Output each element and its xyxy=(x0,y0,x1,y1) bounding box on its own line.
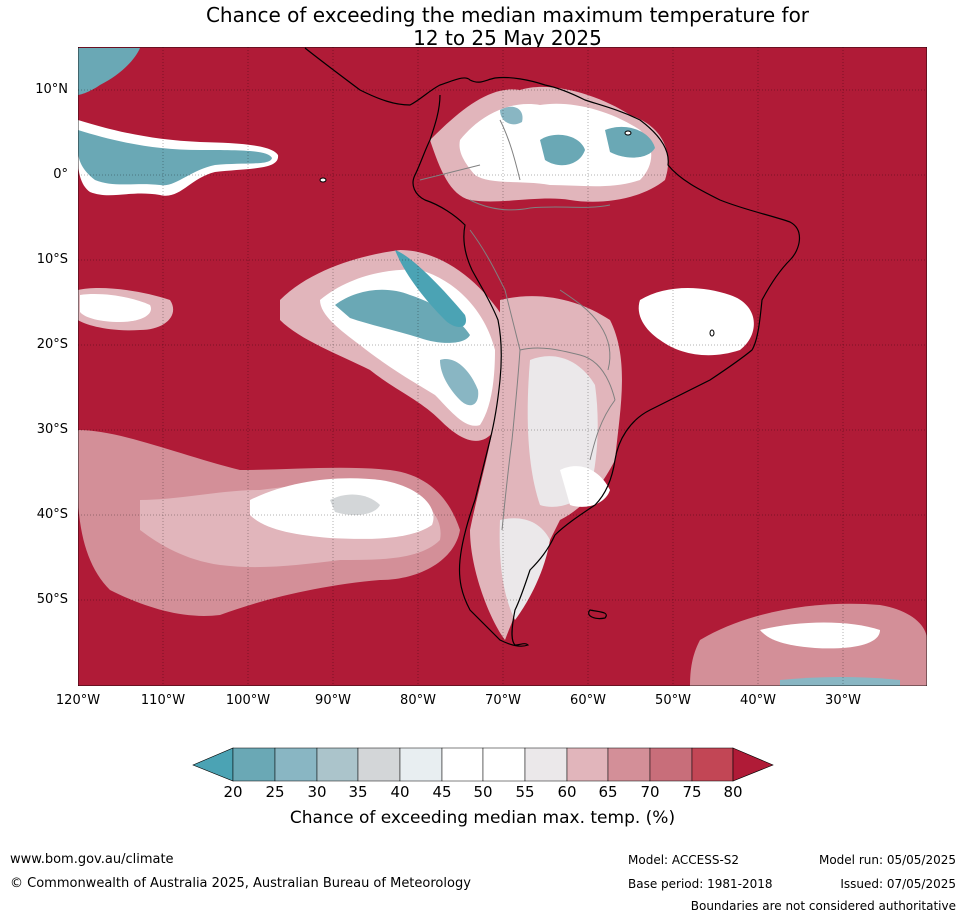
footer-copyright: © Commonwealth of Australia 2025, Austra… xyxy=(10,876,471,891)
lon-label-100w: 100°W xyxy=(225,693,271,708)
colorbar-tick-70: 70 xyxy=(640,783,660,801)
neutral-region-pacific-west xyxy=(78,288,174,331)
footer-base-period: Base period: 1981-2018 xyxy=(628,877,773,891)
map-title-line1: Chance of exceeding the median maximum t… xyxy=(205,3,810,27)
colorbar-tick-75: 75 xyxy=(682,783,702,801)
coastline xyxy=(304,47,800,647)
country-borders xyxy=(419,119,616,531)
footer-disclaimer: Boundaries are not considered authoritat… xyxy=(690,899,956,913)
lon-label-40w: 40°W xyxy=(740,693,776,708)
colorbar-bin-40-45 xyxy=(399,747,443,782)
colorbar-bin-25-30 xyxy=(274,747,318,782)
colorbar-tick-45: 45 xyxy=(432,783,452,801)
colorbar-tick-80: 80 xyxy=(723,783,743,801)
colorbar-tick-20: 20 xyxy=(223,783,243,801)
lon-label-50w: 50°W xyxy=(655,693,691,708)
lat-label-10n: 10°N xyxy=(35,82,68,97)
footer-model-run: Model run: 05/05/2025 xyxy=(818,853,956,867)
colorbar-tick-30: 30 xyxy=(307,783,327,801)
colorbar-tick-40: 40 xyxy=(390,783,410,801)
footer-model: Model: ACCESS-S2 xyxy=(628,853,740,867)
colorbar-bin-75-80 xyxy=(691,747,734,782)
colorbar-tick-55: 55 xyxy=(515,783,535,801)
map-title-line2: 12 to 25 May 2025 xyxy=(413,26,602,50)
lon-label-110w: 110°W xyxy=(140,693,186,708)
neutral-region-south-pacific xyxy=(78,430,460,616)
graticule xyxy=(78,47,927,686)
colorbar-bin-60-65 xyxy=(566,747,609,782)
lon-label-80w: 80°W xyxy=(400,693,436,708)
colorbar-low-arrow xyxy=(192,747,234,782)
lat-label-20s: 20°S xyxy=(36,337,68,352)
colorbar-tick-60: 60 xyxy=(557,783,577,801)
lon-label-70w: 70°W xyxy=(485,693,521,708)
colorbar-tick-35: 35 xyxy=(348,783,368,801)
cool-region-southeast-pacific xyxy=(280,250,507,441)
cool-region-northern-south-america xyxy=(430,86,669,202)
warm-neutral-region-east-brazil xyxy=(638,288,754,356)
colorbar-bin-70-75 xyxy=(649,747,693,782)
lon-label-30w: 30°W xyxy=(825,693,861,708)
colorbar-bin-30-35 xyxy=(316,747,359,782)
colorbar-bin-50-55 xyxy=(482,747,526,782)
colorbar-bin-35-40 xyxy=(357,747,401,782)
lat-label-10s: 10°S xyxy=(36,252,68,267)
colorbar-tick-65: 65 xyxy=(598,783,618,801)
map-field xyxy=(78,47,927,686)
lon-label-120w: 120°W xyxy=(55,693,101,708)
footer-website: www.bom.gov.au/climate xyxy=(10,852,174,867)
neutral-region-south-america-interior xyxy=(470,296,622,640)
islands xyxy=(319,130,715,337)
colorbar-label: Chance of exceeding median max. temp. (%… xyxy=(289,808,676,828)
lat-label-0: 0° xyxy=(53,167,68,182)
colorbar-tick-25: 25 xyxy=(265,783,285,801)
lon-label-90w: 90°W xyxy=(315,693,351,708)
lon-label-60w: 60°W xyxy=(570,693,606,708)
map-title: Chance of exceeding the median maximum t… xyxy=(0,4,965,50)
colorbar xyxy=(192,747,774,782)
neutral-region-south-atlantic xyxy=(690,603,927,686)
colorbar-bin-45-50 xyxy=(441,747,484,782)
colorbar-bin-65-70 xyxy=(607,747,651,782)
lat-label-40s: 40°S xyxy=(36,507,68,522)
colorbar-high-arrow xyxy=(732,747,774,782)
footer-issued: Issued: 07/05/2025 xyxy=(840,877,956,891)
cool-region-equatorial-pacific xyxy=(78,48,279,196)
colorbar-bin-55-60 xyxy=(524,747,568,782)
lat-label-30s: 30°S xyxy=(36,422,68,437)
colorbar-bin-20-25 xyxy=(232,747,276,782)
lat-label-50s: 50°S xyxy=(36,592,68,607)
colorbar-tick-50: 50 xyxy=(473,783,493,801)
